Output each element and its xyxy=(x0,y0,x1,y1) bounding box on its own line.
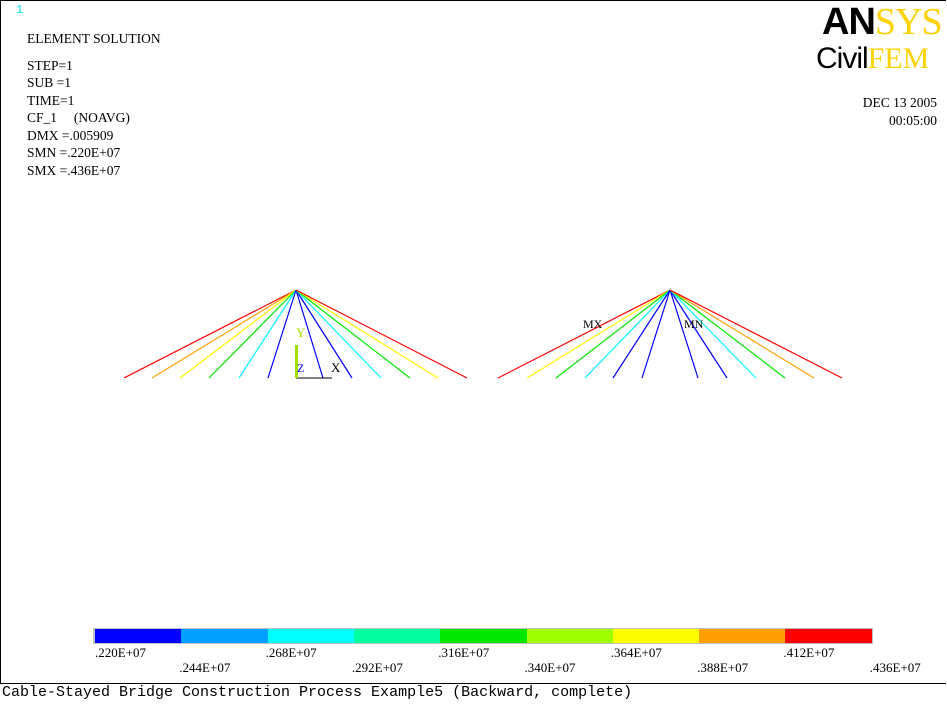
triad-y-label: Y xyxy=(296,325,306,340)
legend-label: .364E+07 xyxy=(610,645,662,660)
cable-element xyxy=(669,289,786,379)
date-stamp: DEC 13 2005 00:05:00 xyxy=(863,94,937,130)
cable-fan-left xyxy=(123,289,468,379)
ansys-civilfem-logo: ANSYS CivilFEM xyxy=(816,2,943,75)
cable-element xyxy=(238,289,297,379)
cable-element xyxy=(669,289,757,379)
legend-label: .436E+07 xyxy=(869,660,921,675)
legend-label: .340E+07 xyxy=(524,660,576,675)
legend-color-cell xyxy=(785,629,873,643)
cable-element xyxy=(669,289,728,379)
legend-label: .220E+07 xyxy=(95,645,147,660)
cable-element xyxy=(555,289,671,379)
triad-z-label: Z xyxy=(297,361,304,375)
cable-fan-right xyxy=(497,289,843,379)
info-sub: SUB =1 xyxy=(27,75,72,90)
cable-element xyxy=(669,289,843,379)
legend-color-cell xyxy=(526,629,614,643)
cable-element xyxy=(295,289,411,379)
legend-label: .316E+07 xyxy=(438,645,490,660)
cable-element xyxy=(641,289,671,379)
min-marker: MN xyxy=(684,317,704,331)
cable-element xyxy=(295,289,382,379)
legend-color-cell xyxy=(95,629,182,643)
legend-color-cell xyxy=(699,629,786,643)
info-step: STEP=1 xyxy=(27,57,73,73)
legend-color-cell xyxy=(353,629,441,643)
time-text: 00:05:00 xyxy=(888,113,937,128)
cable-element xyxy=(179,289,297,379)
window-number: 1 xyxy=(16,3,24,17)
legend-label: .268E+07 xyxy=(265,645,317,660)
cable-element xyxy=(584,289,671,379)
legend-color-cell xyxy=(181,629,269,643)
plot-caption: Cable-Stayed Bridge Construction Process… xyxy=(2,684,633,701)
legend-label: .388E+07 xyxy=(697,660,749,675)
legend-color-cell xyxy=(267,629,355,643)
cable-element xyxy=(295,289,353,379)
axis-triad: Y Z X xyxy=(295,325,341,379)
cable-element xyxy=(295,289,324,379)
info-time: TIME=1 xyxy=(27,92,75,108)
legend-label: .412E+07 xyxy=(783,645,835,660)
cable-element xyxy=(612,289,671,379)
cable-element xyxy=(295,289,439,379)
triad-y-axis xyxy=(295,345,298,378)
cable-element xyxy=(151,289,297,379)
info-result: CF_1 (NOAVG) xyxy=(27,110,130,125)
cable-element xyxy=(123,289,297,379)
graphics-window[interactable] xyxy=(0,0,946,684)
info-smx: SMX =.436E+07 xyxy=(27,162,121,178)
cable-element xyxy=(497,289,671,379)
date-text: DEC 13 2005 xyxy=(862,95,937,110)
legend-color-cell xyxy=(440,629,527,643)
legend-label: .244E+07 xyxy=(179,660,231,675)
triad-x-label: X xyxy=(331,360,341,375)
contour-legend-bar xyxy=(93,628,873,644)
solution-info: ELEMENT SOLUTION STEP=1 SUB =1 TIME=1 CF… xyxy=(27,30,161,179)
info-title: ELEMENT SOLUTION xyxy=(27,31,161,46)
cable-element xyxy=(669,289,815,379)
cable-element xyxy=(267,289,297,379)
max-marker: MX xyxy=(583,317,603,331)
cable-element xyxy=(526,289,671,379)
legend-label: .292E+07 xyxy=(351,660,403,675)
cable-element xyxy=(669,289,699,379)
cable-element xyxy=(208,289,297,379)
info-smn: SMN =.220E+07 xyxy=(27,145,121,160)
info-dmx: DMX =.005909 xyxy=(27,127,114,143)
legend-color-cell xyxy=(612,629,700,643)
cable-element xyxy=(295,289,468,379)
